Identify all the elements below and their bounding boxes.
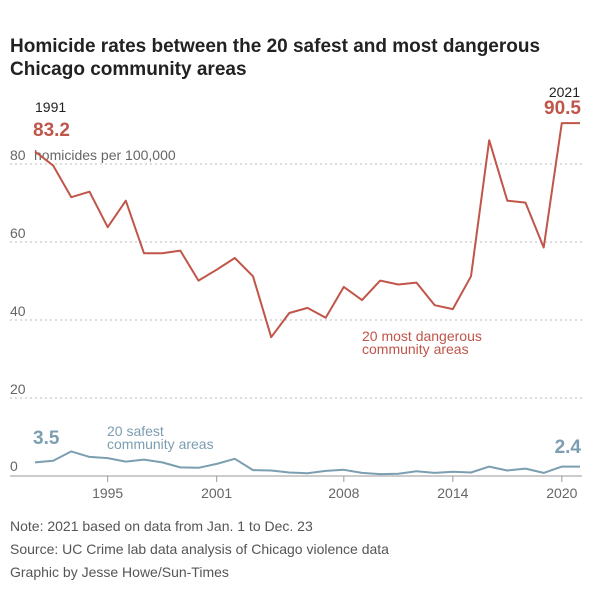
chart-title: Homicide rates between the 20 safest and… (10, 36, 541, 80)
x-tick-label: 2014 (437, 485, 468, 500)
dangerous-series-label: community areas (362, 341, 469, 357)
series-line-safest (34, 450, 580, 476)
source-text: Source: UC Crime lab data analysis of Ch… (10, 541, 389, 557)
line-chart: 0 20 40 60 80 1995 2001 2008 2014 2020 homicides p… (10, 84, 582, 500)
y-axis-label: homicides per 100,000 (34, 147, 176, 163)
y-tick-label: 40 (10, 303, 26, 319)
x-tick-label: 2001 (201, 485, 232, 500)
credit-text: Graphic by Jesse Howe/Sun-Times (10, 564, 229, 580)
y-tick-label: 80 (10, 147, 26, 163)
end-value-label: 90.5 (544, 98, 581, 119)
safe-series-label: community areas (107, 436, 214, 452)
x-tick-label: 2008 (328, 485, 359, 500)
y-tick-label: 0 (10, 458, 18, 474)
end-year-label: 2021 (549, 84, 580, 100)
safe-start-value-label: 3.5 (33, 428, 60, 449)
start-value-label: 83.2 (33, 120, 70, 141)
y-tick-label: 60 (10, 225, 26, 241)
series-line-dangerous (34, 122, 580, 339)
note-text: Note: 2021 based on data from Jan. 1 to … (10, 518, 313, 534)
x-tick-label: 2020 (546, 485, 577, 500)
safe-series-label: 20 safest (107, 423, 164, 439)
dangerous-series-label: 20 most dangerous (362, 328, 482, 344)
x-tick-label: 1995 (92, 485, 123, 500)
safe-end-value-label: 2.4 (555, 437, 582, 458)
start-year-label: 1991 (35, 99, 66, 115)
y-tick-label: 20 (10, 381, 26, 397)
